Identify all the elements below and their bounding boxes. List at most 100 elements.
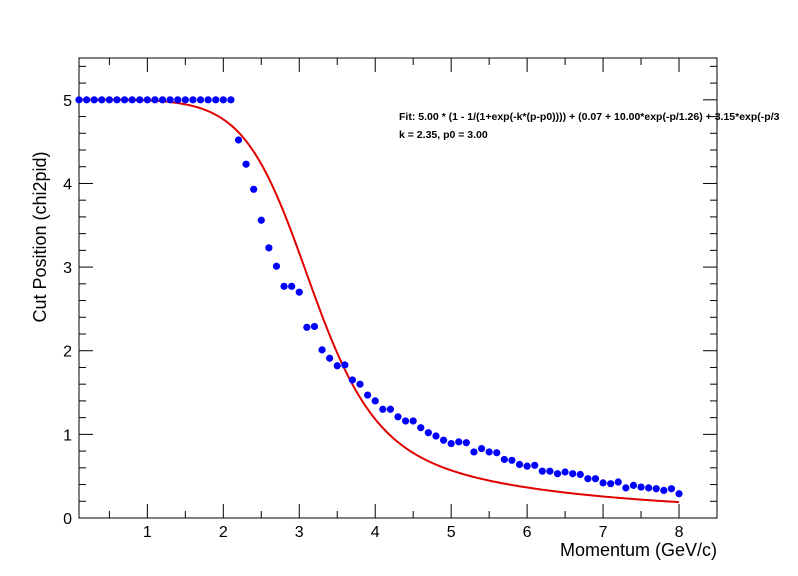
data-point xyxy=(614,478,622,486)
data-point xyxy=(576,470,584,479)
fit-curve xyxy=(79,98,680,504)
axis-ticks xyxy=(79,58,718,519)
data-point xyxy=(75,96,83,104)
data-point xyxy=(515,460,524,469)
data-point xyxy=(561,468,569,476)
data-point xyxy=(280,282,288,290)
data-point xyxy=(82,96,91,104)
data-point xyxy=(622,484,630,492)
y-tick-labels: 0 1 2 3 4 5 xyxy=(63,93,72,528)
data-point xyxy=(371,397,379,405)
data-point xyxy=(485,448,493,456)
data-point xyxy=(318,346,326,354)
data-point xyxy=(219,96,227,104)
y-tick-label: 2 xyxy=(63,344,72,361)
data-point xyxy=(531,461,539,469)
data-point xyxy=(113,96,121,104)
y-tick-label: 3 xyxy=(63,260,72,277)
plot-frame xyxy=(78,57,718,519)
data-point xyxy=(569,470,577,478)
data-point xyxy=(265,244,273,252)
data-point xyxy=(439,436,448,444)
data-point xyxy=(470,448,478,456)
data-point xyxy=(553,470,562,478)
data-point xyxy=(174,96,182,104)
data-point xyxy=(455,438,463,446)
data-point xyxy=(288,282,296,290)
data-point xyxy=(607,480,615,488)
x-tick-label: 6 xyxy=(523,524,532,541)
data-point xyxy=(675,490,683,498)
x-tick-label: 5 xyxy=(447,524,456,541)
x-tick-label: 2 xyxy=(219,524,228,541)
data-point xyxy=(356,380,364,388)
x-tick-label: 4 xyxy=(371,524,380,541)
data-point xyxy=(227,96,235,104)
x-tick-label: 3 xyxy=(295,524,304,541)
data-point xyxy=(379,405,387,413)
data-point xyxy=(584,475,592,483)
y-tick-label: 1 xyxy=(63,427,72,444)
x-axis-title: Momentum (GeV/c) xyxy=(560,540,717,560)
fit-annotation-line-1: Fit: 5.00 * (1 - 1/(1+exp(-k*(p-p0)))) +… xyxy=(399,111,780,123)
data-point xyxy=(136,96,144,104)
data-point xyxy=(493,449,501,457)
data-point xyxy=(394,413,402,421)
x-tick-label: 7 xyxy=(599,524,608,541)
data-point xyxy=(432,432,440,440)
data-point xyxy=(500,455,508,464)
data-point xyxy=(257,216,265,224)
data-point xyxy=(204,96,212,104)
data-point xyxy=(538,467,546,475)
data-point xyxy=(667,485,676,493)
data-point xyxy=(348,376,357,384)
data-point xyxy=(508,456,516,464)
data-point xyxy=(462,439,470,447)
data-point xyxy=(234,136,243,144)
data-point xyxy=(143,96,151,104)
data-point xyxy=(477,444,486,453)
x-tick-labels: 1 2 3 4 5 6 7 8 xyxy=(143,524,684,541)
data-point xyxy=(523,462,531,470)
y-axis-title: Cut Position (chi2pid) xyxy=(30,151,50,322)
data-point xyxy=(401,417,410,425)
data-point xyxy=(196,96,205,104)
data-point xyxy=(181,96,189,104)
data-point xyxy=(417,424,425,432)
data-point xyxy=(158,96,167,104)
data-point xyxy=(212,96,220,104)
data-point xyxy=(637,483,645,491)
data-point xyxy=(341,361,349,369)
data-point xyxy=(660,486,668,494)
data-point xyxy=(151,96,159,104)
data-point xyxy=(272,262,281,270)
data-point xyxy=(242,160,250,168)
data-point xyxy=(120,96,129,104)
data-point xyxy=(629,481,638,489)
data-point xyxy=(98,96,106,104)
data-point xyxy=(591,475,600,483)
data-point xyxy=(105,96,113,104)
data-point xyxy=(409,417,417,425)
data-point xyxy=(303,323,311,331)
data-point xyxy=(599,479,607,487)
data-point xyxy=(250,185,258,193)
data-point xyxy=(189,96,197,104)
data-point xyxy=(295,288,303,296)
data-point xyxy=(546,467,554,475)
data-point xyxy=(166,96,174,104)
data-point xyxy=(447,439,455,448)
data-point xyxy=(364,391,372,399)
data-point xyxy=(326,354,334,362)
data-point xyxy=(645,484,653,492)
x-tick-label: 1 xyxy=(143,524,152,541)
data-point xyxy=(386,405,395,413)
data-point xyxy=(652,485,660,493)
x-tick-label: 8 xyxy=(675,524,684,541)
data-point xyxy=(128,96,136,104)
data-point xyxy=(424,429,432,437)
y-tick-label: 4 xyxy=(63,176,72,193)
data-point xyxy=(310,322,319,331)
